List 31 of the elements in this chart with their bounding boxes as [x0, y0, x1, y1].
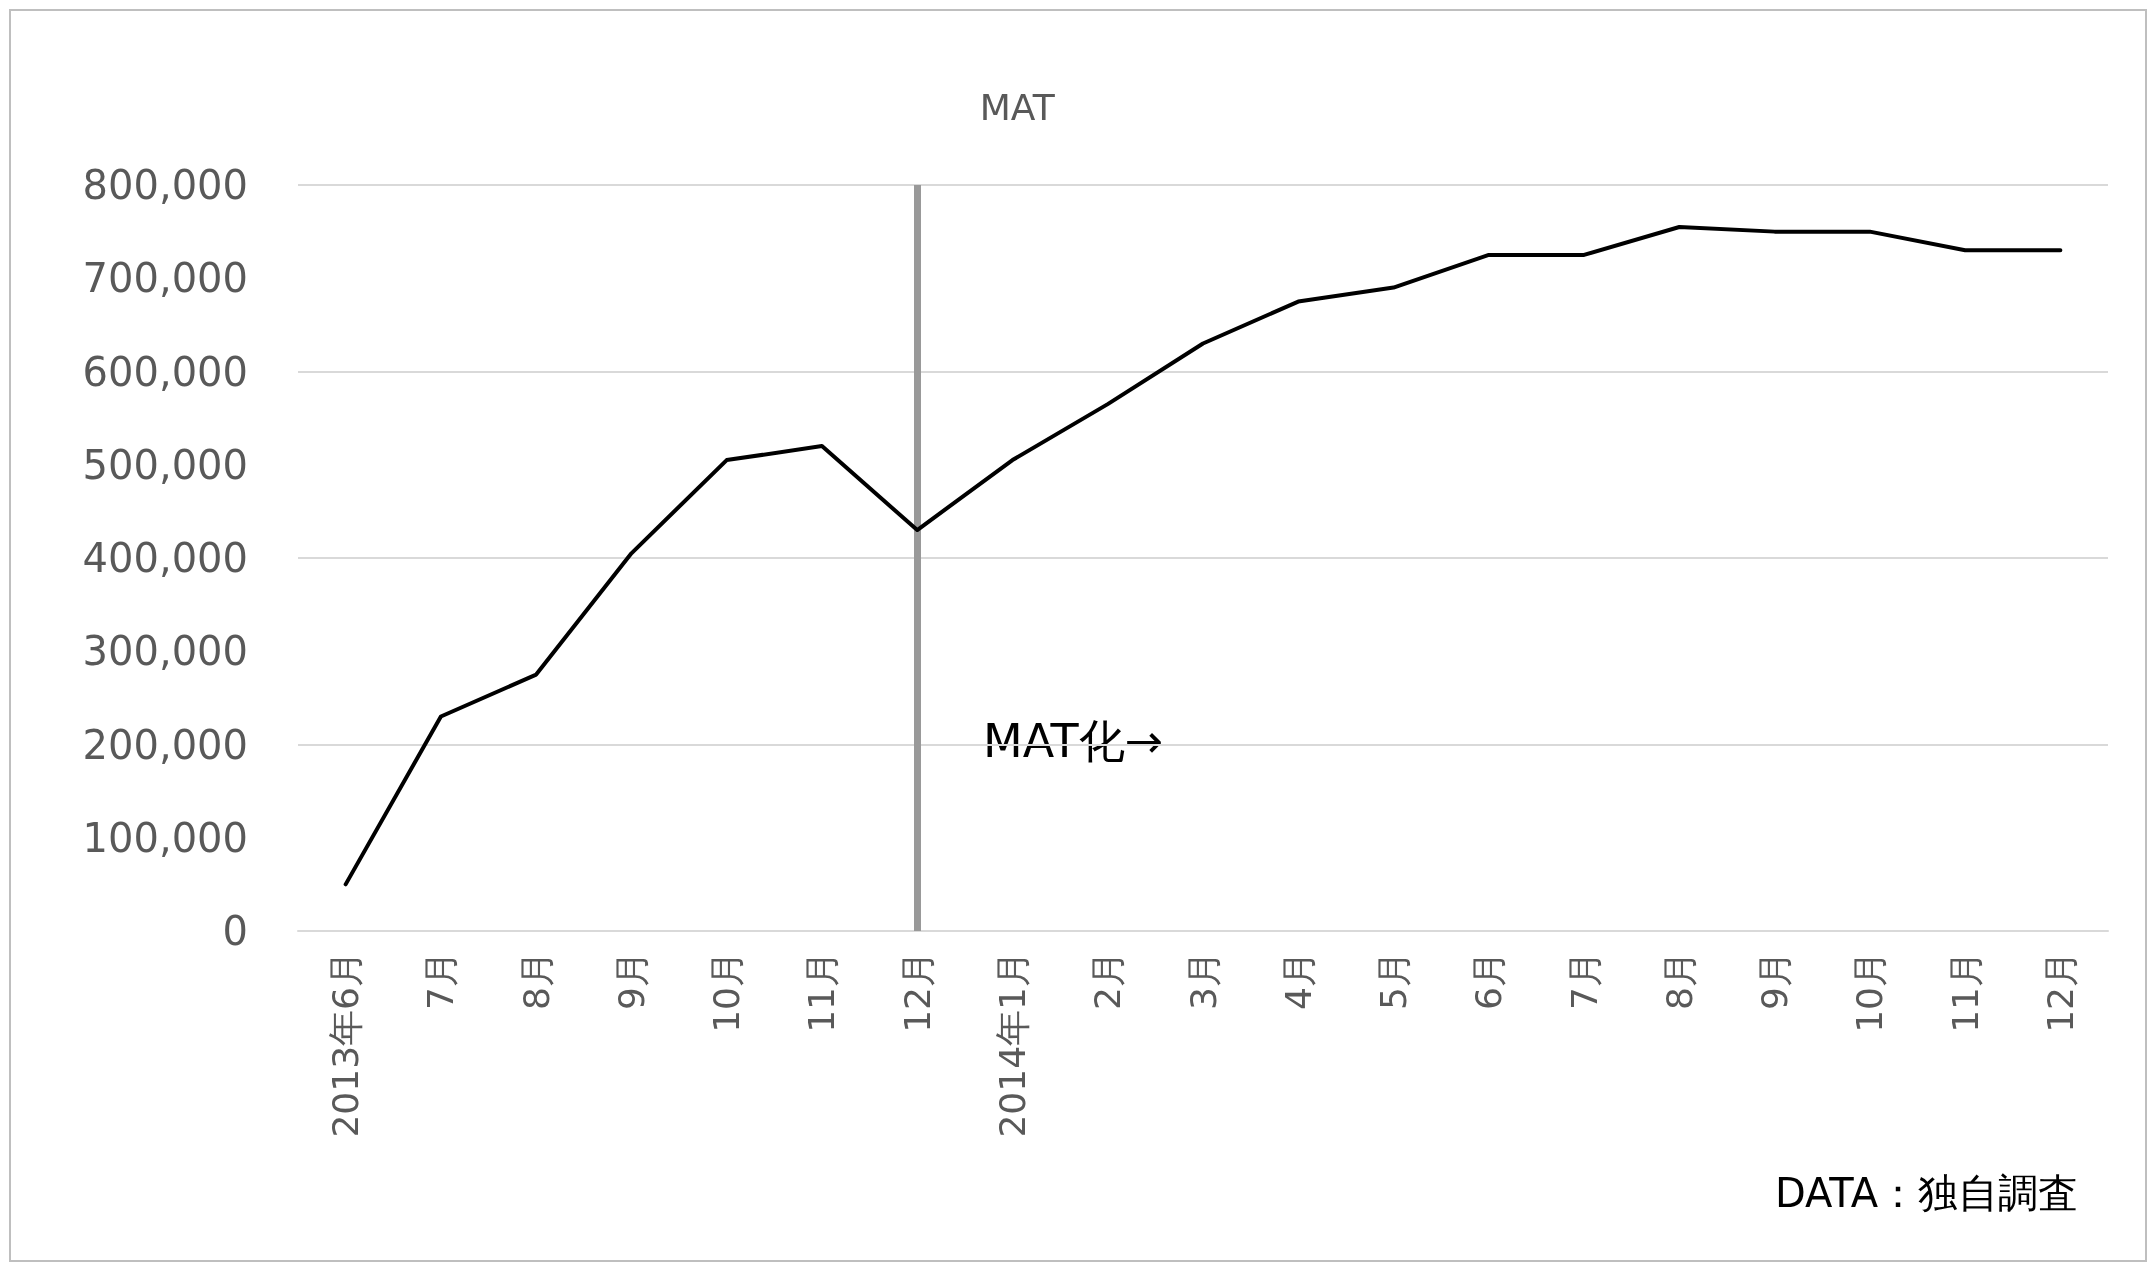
y-tick-label: 200,000 — [82, 721, 248, 768]
x-tick-label: 2013年6月 — [325, 951, 367, 1138]
ref-line-label: MAT — [979, 86, 1056, 128]
x-tick-label: 11月 — [1944, 951, 1986, 1033]
x-tick-label: 5月 — [1373, 951, 1415, 1010]
x-tick-label: 6月 — [1468, 951, 1510, 1010]
x-tick-label: 11月 — [801, 951, 843, 1033]
x-tick-label: 8月 — [515, 951, 557, 1010]
x-tick-label: 7月 — [420, 951, 462, 1010]
line-series — [343, 224, 2063, 887]
y-tick-label: 700,000 — [82, 255, 248, 302]
y-tick-label: 500,000 — [82, 441, 248, 488]
y-tick-label: 100,000 — [82, 814, 248, 861]
y-tick-label: 800,000 — [82, 162, 248, 208]
x-tick-label: 10月 — [1849, 951, 1891, 1033]
x-tick-label: 12月 — [2039, 951, 2081, 1033]
x-tick-label: 10月 — [706, 951, 748, 1033]
x-tick-label: 2014年1月 — [991, 951, 1033, 1138]
y-tick-label: 300,000 — [82, 628, 248, 675]
x-tick-label: 9月 — [610, 951, 652, 1010]
x-tick-label: 7月 — [1563, 951, 1605, 1010]
y-tick-label: 400,000 — [82, 535, 248, 581]
x-tick-label: 4月 — [1277, 951, 1319, 1010]
x-tick-label: 9月 — [1754, 951, 1796, 1010]
x-tick-label: 8月 — [1658, 951, 1700, 1010]
x-tick-label: 3月 — [1182, 951, 1224, 1010]
x-tick-label: 12月 — [896, 951, 938, 1033]
text: DATA：独自調査 — [1774, 1170, 2078, 1216]
y-tick-label: 600,000 — [82, 348, 248, 395]
x-tick-label: 2月 — [1087, 951, 1129, 1010]
y-tick-label: 0 — [222, 908, 248, 954]
